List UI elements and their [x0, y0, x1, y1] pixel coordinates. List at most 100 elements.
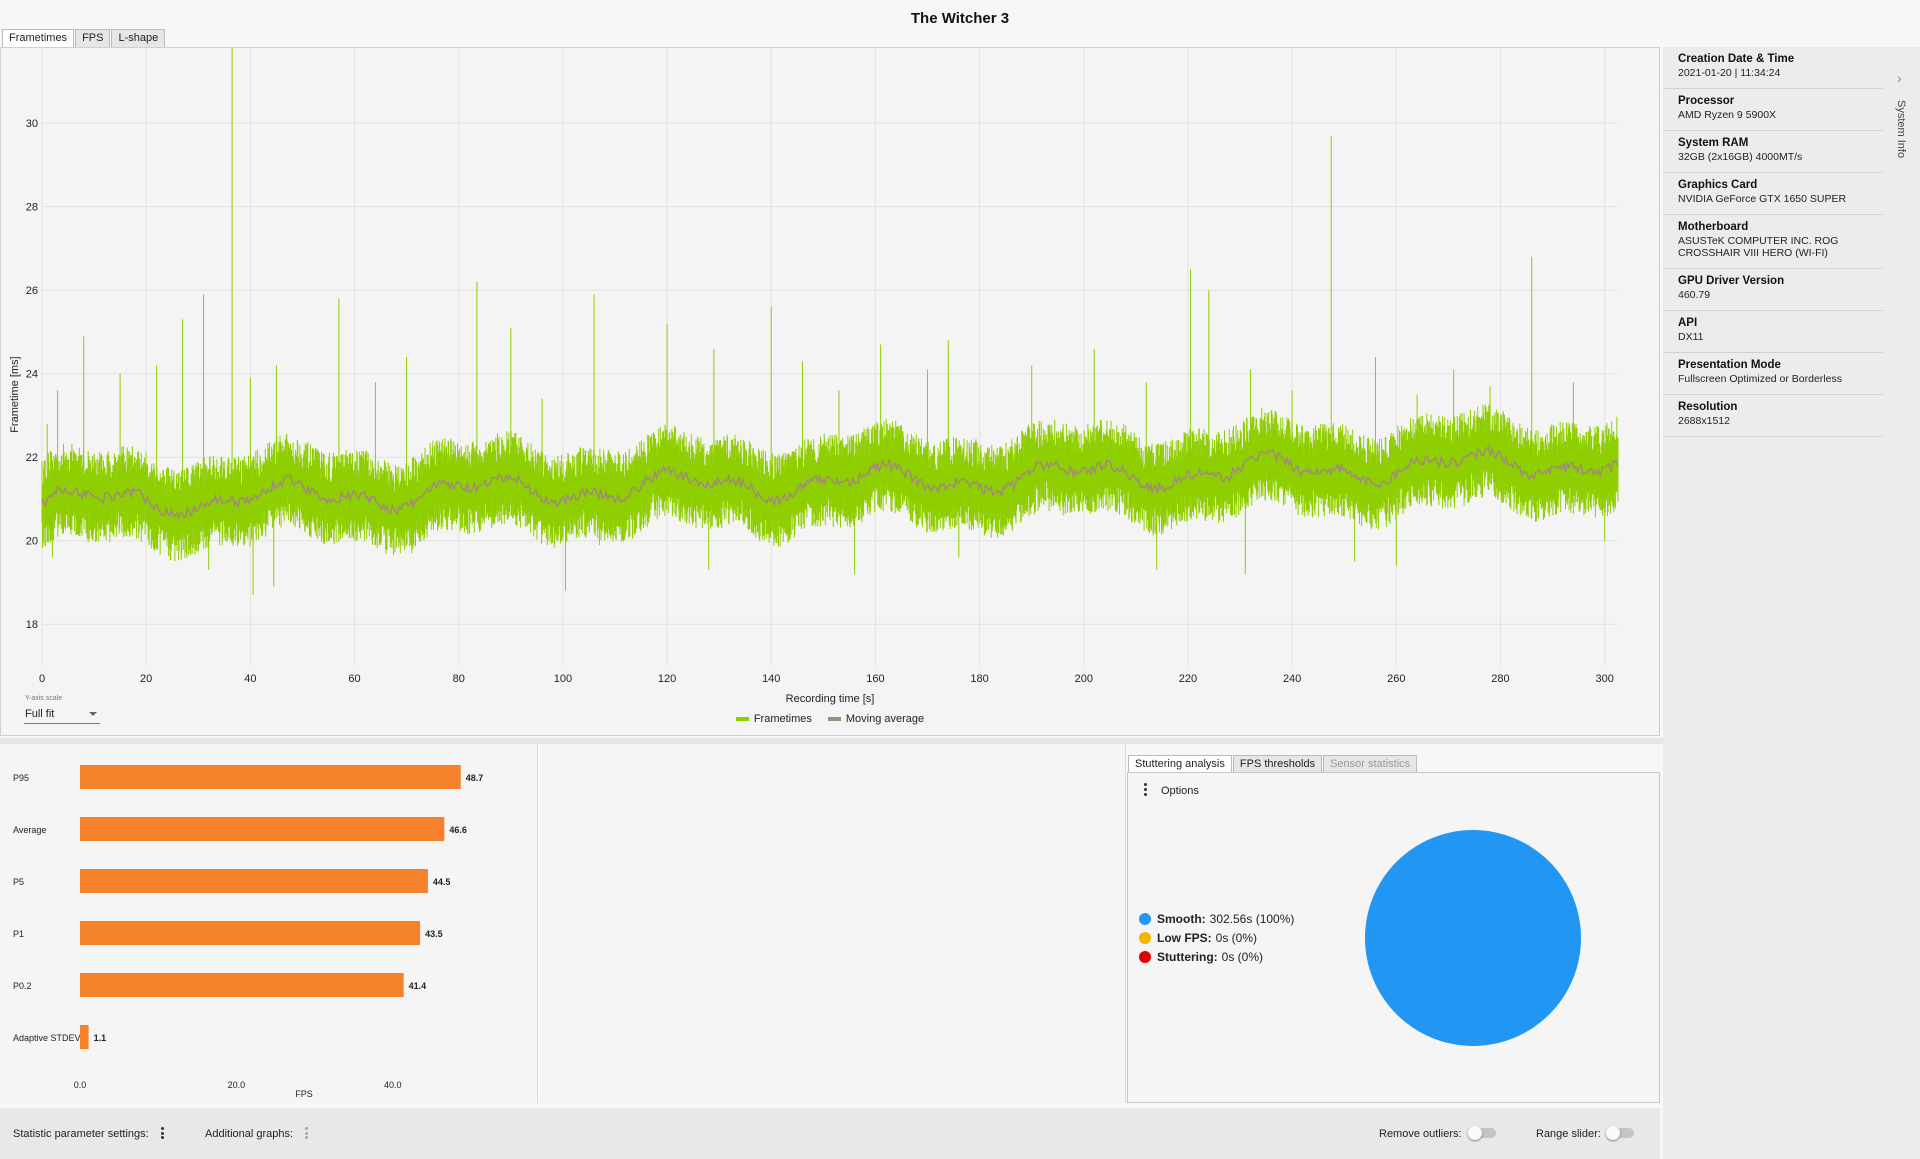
info-label: Resolution: [1678, 401, 1738, 413]
info-creation-date: Creation Date & Time 2021-01-20 | 11:34:…: [1663, 47, 1883, 89]
info-value: Fullscreen Optimized or Borderless: [1678, 373, 1842, 385]
x-tick-label: 300: [1595, 673, 1613, 685]
x-tick-label: 240: [1283, 673, 1301, 685]
more-vertical-icon[interactable]: [305, 1127, 309, 1141]
more-vertical-icon[interactable]: [161, 1127, 165, 1141]
x-tick-label: 40: [244, 673, 256, 685]
fps-bar-chart-panel: P95 48.7 Average 46.6 P5 44.5 P1 43.5 P0.2 41.4 Ad…: [0, 744, 538, 1103]
legend-item-frametimes[interactable]: Frametimes: [735, 713, 812, 725]
legend-item-moving-average[interactable]: Moving average: [827, 713, 925, 725]
more-vertical-icon[interactable]: [1144, 783, 1148, 798]
circle-icon: [1139, 931, 1151, 944]
info-value: DX11: [1678, 331, 1704, 343]
info-presentation-mode: Presentation Mode Fullscreen Optimized o…: [1663, 353, 1883, 395]
bar: [80, 1025, 89, 1049]
circle-icon: [1139, 950, 1151, 963]
tab-sensor-statistics[interactable]: Sensor statistics: [1323, 755, 1418, 773]
bar-value-label: 43.5: [425, 929, 443, 939]
x-axis-label: Recording time [s]: [786, 693, 875, 705]
chart-legend: Frametimes Moving average: [0, 713, 1660, 725]
stutter-item-smooth: Smooth: 302.56s (100%): [1139, 911, 1294, 926]
additional-graphs-label: Additional graphs:: [205, 1128, 294, 1140]
options-label[interactable]: Options: [1161, 785, 1199, 797]
chevron-right-icon[interactable]: ›: [1897, 70, 1902, 86]
x-tick-label: 220: [1179, 673, 1197, 685]
yscale-value: Full fit: [25, 708, 55, 720]
x-tick-label: 0.0: [74, 1080, 87, 1090]
x-tick-label: 160: [866, 673, 884, 685]
bar-category-label: P0.2: [13, 981, 32, 991]
bar: [80, 973, 404, 997]
frametime-chart: 0 20 40 60 80 100 120 140 160 180 200 220 240 260 280 3…: [9, 48, 1619, 705]
bar: [80, 765, 461, 789]
remove-outliers-toggle[interactable]: [1468, 1126, 1496, 1140]
fps-bar-chart: P95 48.7 Average 46.6 P5 44.5 P1 43.5 P0.2 41.4 Ad…: [13, 765, 484, 1099]
bar: [80, 817, 445, 841]
bar: [80, 921, 421, 945]
bar-value-label: 1.1: [94, 1033, 107, 1043]
info-api: API DX11: [1663, 311, 1883, 353]
stutter-label: Stuttering:: [1157, 949, 1218, 964]
tab-stuttering-analysis[interactable]: Stuttering analysis: [1128, 755, 1232, 773]
system-info-panel: Creation Date & Time 2021-01-20 | 11:34:…: [1663, 47, 1920, 1159]
stutter-item-stuttering: Stuttering: 0s (0%): [1139, 949, 1294, 964]
info-processor: Processor AMD Ryzen 9 5900X: [1663, 89, 1883, 131]
series-frametimes: [41, 48, 1619, 595]
system-info-tab[interactable]: System Info: [1895, 100, 1907, 159]
x-tick-label: 140: [762, 673, 780, 685]
stutter-legend: Smooth: 302.56s (100%) Low FPS: 0s (0%) …: [1139, 911, 1294, 968]
tab-frametimes[interactable]: Frametimes: [2, 29, 75, 47]
range-slider-label: Range slider:: [1536, 1128, 1601, 1140]
info-label: Presentation Mode: [1678, 359, 1781, 371]
y-tick-label: 30: [26, 118, 38, 130]
bar-category-label: Average: [13, 825, 46, 835]
y-axis-label: Frametime [ms]: [9, 356, 21, 432]
x-tick-label: 280: [1491, 673, 1509, 685]
info-value: 2021-01-20 | 11:34:24: [1678, 67, 1781, 79]
statistic-settings-label: Statistic parameter settings:: [13, 1128, 149, 1140]
tab-fps-thresholds[interactable]: FPS thresholds: [1232, 755, 1323, 773]
bar: [80, 869, 428, 893]
chevron-down-icon: [89, 712, 97, 716]
x-tick-label: 80: [453, 673, 465, 685]
info-value: 32GB (2x16GB) 4000MT/s: [1678, 151, 1803, 163]
range-slider-toggle[interactable]: [1606, 1126, 1634, 1140]
tab-fps[interactable]: FPS: [75, 29, 111, 47]
bar-category-label: P1: [13, 929, 24, 939]
info-value: ASUSTeK COMPUTER INC. ROG CROSSHAIR VIII…: [1678, 235, 1839, 259]
x-tick-label: 40.0: [384, 1080, 402, 1090]
y-tick-label: 26: [26, 285, 38, 297]
bar-category-label: P5: [13, 877, 24, 887]
grid: [41, 48, 1618, 666]
legend-label: Frametimes: [753, 713, 812, 725]
info-value: NVIDIA GeForce GTX 1650 SUPER: [1678, 193, 1847, 205]
bar-value-label: 48.7: [466, 773, 484, 783]
tab-l-shape[interactable]: L-shape: [111, 29, 166, 47]
bar-value-label: 41.4: [409, 981, 427, 991]
info-label: Graphics Card: [1678, 179, 1758, 191]
bottom-toolbar: Statistic parameter settings: Additional…: [0, 1108, 1660, 1159]
series-moving-average: [41, 444, 1619, 521]
info-value: 2688x1512: [1678, 415, 1730, 427]
stutter-item-low-fps: Low FPS: 0s (0%): [1139, 930, 1294, 945]
x-tick-label: 200: [1075, 673, 1093, 685]
stutter-label: Smooth:: [1157, 911, 1206, 926]
x-tick-label: 260: [1387, 673, 1405, 685]
info-system-ram: System RAM 32GB (2x16GB) 4000MT/s: [1663, 131, 1883, 173]
legend-label: Moving average: [845, 713, 925, 725]
info-resolution: Resolution 2688x1512: [1663, 395, 1883, 437]
info-label: API: [1678, 317, 1698, 329]
yscale-label: Y-axis scale: [25, 695, 63, 702]
x-tick-label: 20.0: [228, 1080, 246, 1090]
circle-icon: [1139, 912, 1151, 925]
y-tick-label: 28: [26, 202, 38, 214]
remove-outliers-label: Remove outliers:: [1379, 1128, 1462, 1140]
info-graphics-card: Graphics Card NVIDIA GeForce GTX 1650 SU…: [1663, 173, 1883, 215]
x-tick-label: 100: [554, 673, 572, 685]
bar-value-label: 46.6: [449, 825, 467, 835]
info-label: GPU Driver Version: [1678, 275, 1785, 287]
stutter-value: 0s (0%): [1215, 930, 1258, 945]
y-tick-label: 20: [26, 536, 38, 548]
bar-category-label: P95: [13, 773, 29, 783]
yscale-dropdown[interactable]: Full fit: [24, 705, 100, 724]
